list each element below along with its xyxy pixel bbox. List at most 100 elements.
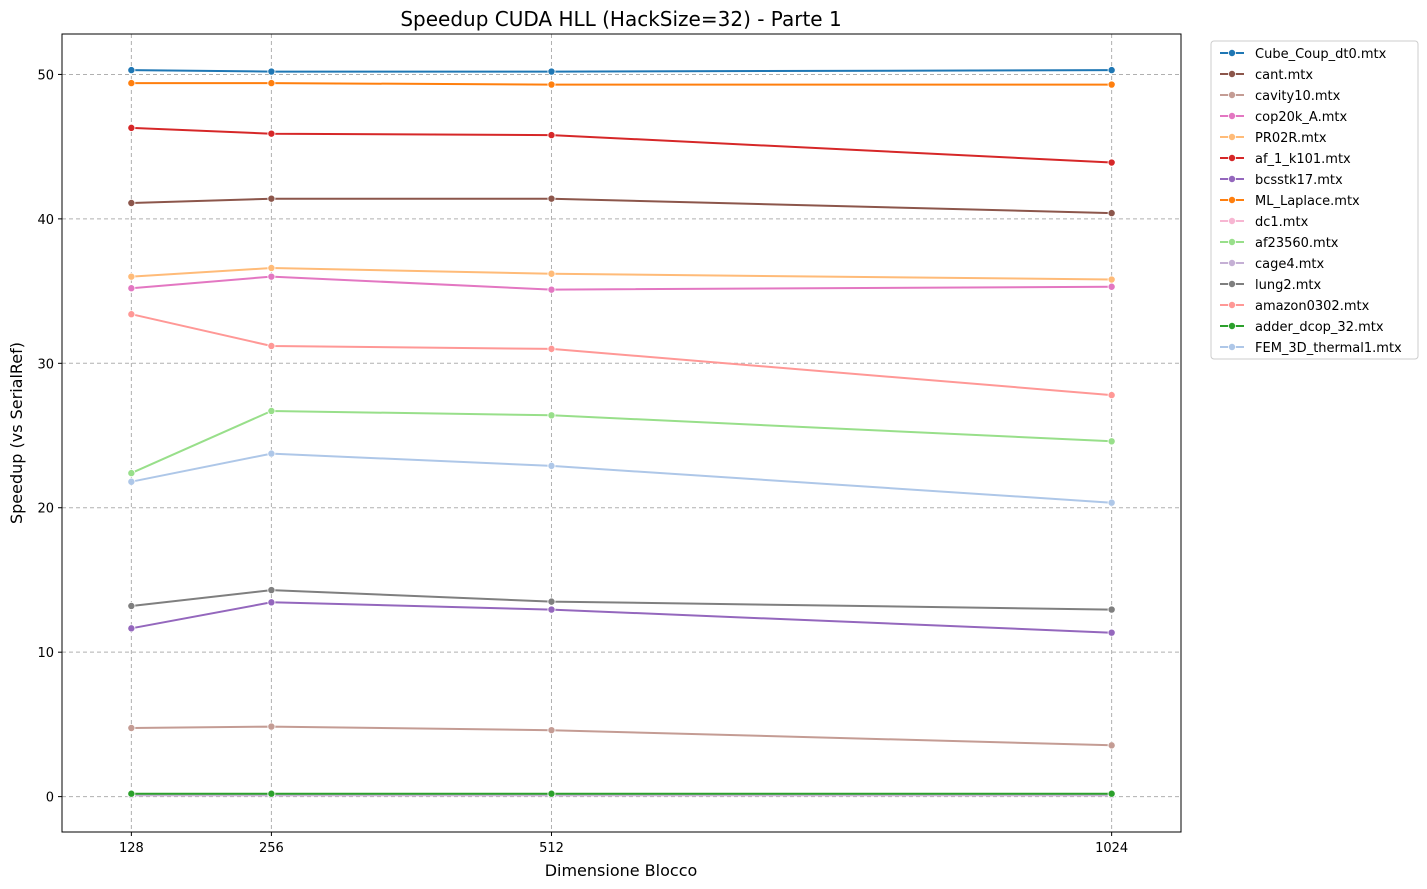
data-point [547, 726, 556, 735]
data-point [127, 79, 136, 88]
legend-label: adder_dcop_32.mtx [1255, 320, 1384, 335]
data-point [547, 411, 556, 420]
series-fem-3d-thermal1 [127, 449, 1116, 507]
y-axis: 0 10 20 30 40 50 [37, 68, 62, 806]
legend-label: af23560.mtx [1255, 236, 1339, 251]
data-point [267, 722, 276, 731]
y-tick-label: 0 [46, 791, 54, 806]
legend-item: PR02R.mtx [1220, 131, 1327, 146]
legend-swatch-marker [1228, 321, 1237, 330]
data-point [547, 461, 556, 470]
series-af-1-k101 [127, 123, 1116, 167]
legend-item: amazon0302.mtx [1220, 299, 1370, 314]
data-point [1107, 66, 1116, 75]
legend-label: ML_Laplace.mtx [1255, 194, 1360, 209]
data-point [267, 129, 276, 138]
data-point [547, 131, 556, 140]
data-point [267, 341, 276, 350]
data-point [267, 194, 276, 203]
legend-label: cavity10.mtx [1255, 89, 1341, 104]
x-axis-label: Dimensione Blocco [545, 861, 698, 880]
data-point [547, 789, 556, 798]
grid-lines [62, 34, 1181, 832]
data-point [547, 605, 556, 614]
legend-swatch-marker [1228, 279, 1237, 288]
legend-swatch-marker [1228, 70, 1237, 79]
legend-item: cavity10.mtx [1220, 89, 1341, 104]
data-point [127, 198, 136, 207]
series-line [131, 589, 1112, 611]
series-line [131, 452, 1112, 504]
legend: Cube_Coup_dt0.mtx cant.mtx cavity10.mtx cop… [1210, 40, 1419, 360]
series-line [131, 266, 1112, 281]
x-tick-label: 256 [259, 841, 284, 856]
data-point [1107, 282, 1116, 291]
y-tick-label: 30 [37, 357, 54, 372]
data-point [127, 789, 136, 798]
legend-label: PR02R.mtx [1255, 131, 1327, 146]
legend-swatch-marker [1228, 112, 1237, 121]
data-point [267, 263, 276, 272]
series-af23560 [127, 406, 1116, 478]
data-point [547, 344, 556, 353]
data-point [127, 66, 136, 75]
data-point [547, 597, 556, 606]
data-point [1107, 437, 1116, 446]
series-line [131, 725, 1112, 747]
y-tick-label: 40 [37, 213, 54, 228]
legend-item: FEM_3D_thermal1.mtx [1220, 341, 1402, 356]
series-amazon0302 [127, 310, 1116, 400]
data-point [1107, 605, 1116, 614]
series-line [131, 197, 1112, 215]
legend-item: dc1.mtx [1220, 215, 1309, 230]
plot-frame [61, 33, 1182, 833]
legend-item: Cube_Coup_dt0.mtx [1220, 47, 1387, 62]
series-line [131, 69, 1112, 73]
legend-item: ML_Laplace.mtx [1220, 194, 1360, 209]
data-point [547, 285, 556, 294]
legend-frame [1210, 40, 1419, 360]
legend-swatch-marker [1228, 258, 1237, 267]
data-point [267, 272, 276, 281]
data-point [267, 586, 276, 595]
data-point [1107, 275, 1116, 284]
y-tick-label: 50 [37, 68, 54, 83]
series-lung2 [127, 586, 1116, 614]
data-point [127, 601, 136, 610]
legend-label: FEM_3D_thermal1.mtx [1255, 341, 1402, 356]
legend-item: af_1_k101.mtx [1220, 152, 1351, 167]
data-point [127, 123, 136, 132]
data-point [547, 269, 556, 278]
legend-label: amazon0302.mtx [1255, 299, 1370, 314]
legend-swatch-marker [1228, 216, 1237, 225]
legend-item: lung2.mtx [1220, 278, 1322, 293]
legend-item: bcsstk17.mtx [1220, 173, 1343, 188]
series-ml-laplace [127, 79, 1116, 89]
legend-swatch-marker [1228, 342, 1237, 351]
legend-swatch-marker [1228, 174, 1237, 183]
legend-label: lung2.mtx [1255, 278, 1322, 293]
series-line [130, 409, 1112, 475]
data-point [1107, 628, 1116, 637]
data-point [267, 449, 276, 458]
data-point [1107, 391, 1116, 400]
data-point [547, 80, 556, 89]
data-point [127, 724, 136, 733]
data-point [127, 284, 136, 293]
series-line [131, 82, 1112, 86]
series-adder-dcop-32 [127, 789, 1116, 798]
legend-item: af23560.mtx [1220, 236, 1339, 251]
data-point [1107, 789, 1116, 798]
legend-label: Cube_Coup_dt0.mtx [1255, 47, 1387, 62]
x-tick-label: 512 [539, 841, 564, 856]
legend-swatch-marker [1228, 49, 1237, 58]
data-point [267, 789, 276, 798]
legend-item: cant.mtx [1220, 68, 1313, 83]
data-point [127, 469, 136, 478]
data-point [1107, 80, 1116, 89]
data-point [1107, 498, 1116, 507]
data-point [267, 79, 276, 88]
x-tick-label: 1024 [1095, 841, 1128, 856]
data-point [267, 67, 276, 76]
